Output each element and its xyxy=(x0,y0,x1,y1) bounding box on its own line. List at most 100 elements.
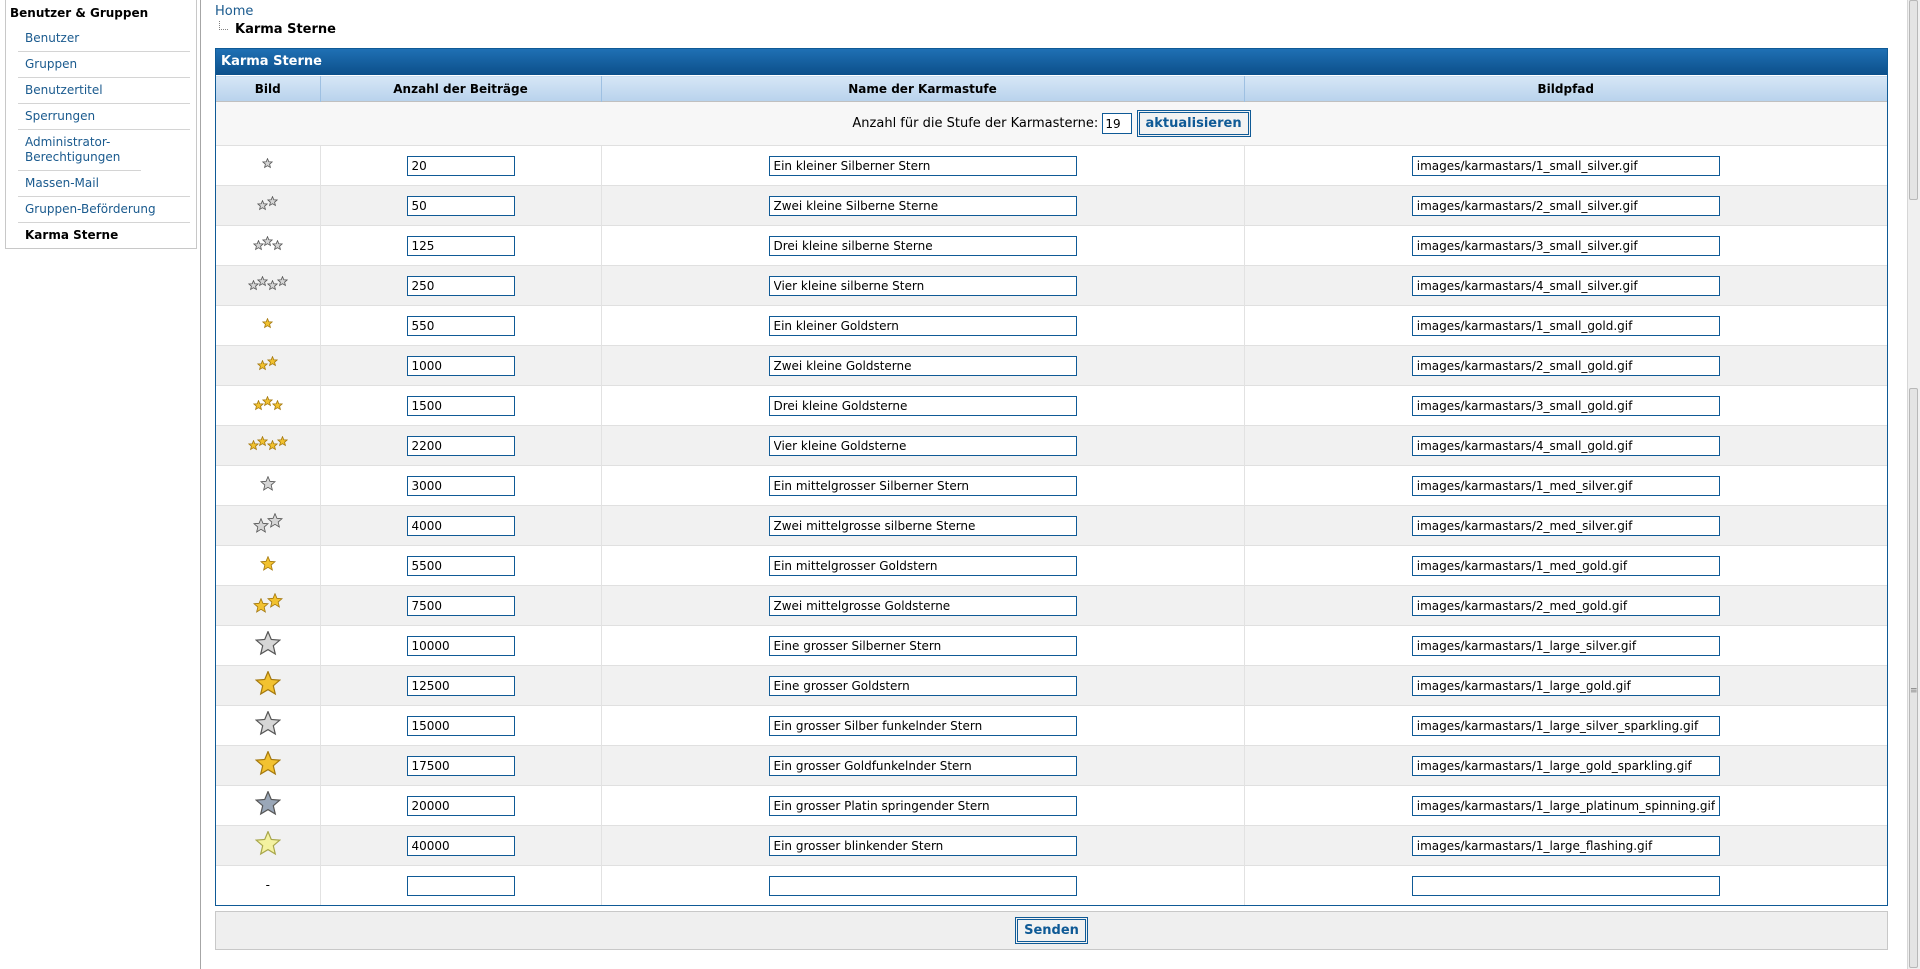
image-path-input[interactable] xyxy=(1411,835,1720,856)
stage-count-input[interactable] xyxy=(1102,113,1133,134)
post-count-input[interactable] xyxy=(406,435,515,456)
level-name-input[interactable] xyxy=(768,675,1077,696)
image-path-input[interactable] xyxy=(1411,715,1720,736)
image-path-input[interactable] xyxy=(1411,475,1720,496)
submit-bar: Senden xyxy=(215,911,1888,950)
sidebar-item-gruppen-befoerderung[interactable]: Gruppen-Beförderung xyxy=(18,197,190,223)
breadcrumb-home-link[interactable]: Home xyxy=(215,4,254,19)
image-path-input[interactable] xyxy=(1411,675,1720,696)
post-count-input[interactable] xyxy=(406,355,515,376)
post-count-input[interactable] xyxy=(406,155,515,176)
column-header-bild: Bild xyxy=(216,75,320,102)
level-name-input[interactable] xyxy=(768,395,1077,416)
tree-connector-icon xyxy=(219,21,228,30)
level-name-input[interactable] xyxy=(768,315,1077,336)
sidebar-item-benutzer[interactable]: Benutzer xyxy=(18,26,190,52)
image-path-input[interactable] xyxy=(1411,555,1720,576)
level-name-cell xyxy=(600,185,1244,226)
image-path-input[interactable] xyxy=(1411,315,1720,336)
level-name-input[interactable] xyxy=(768,795,1077,816)
level-name-input[interactable] xyxy=(768,635,1077,656)
image-path-input[interactable] xyxy=(1411,235,1720,256)
level-name-input[interactable] xyxy=(768,755,1077,776)
image-path-input[interactable] xyxy=(1411,755,1720,776)
star-image-cell xyxy=(216,225,320,266)
karma-star-icon xyxy=(259,475,276,492)
scrollbar-track-upper xyxy=(1909,0,1918,200)
new-image-path-input[interactable] xyxy=(1411,875,1720,896)
vertical-scrollbar[interactable]: ≡ xyxy=(1907,0,1920,969)
sidebar-item-massen-mail[interactable]: Massen-Mail xyxy=(18,171,190,197)
image-path-input[interactable] xyxy=(1411,635,1720,656)
level-name-input[interactable] xyxy=(768,155,1077,176)
level-name-cell xyxy=(600,505,1244,546)
karma-star-icon xyxy=(252,512,283,535)
karma-star-icon xyxy=(247,436,288,451)
sidebar-item-karma-sterne[interactable]: Karma Sterne xyxy=(25,228,119,242)
update-button[interactable]: aktualisieren xyxy=(1136,110,1251,137)
level-name-input[interactable] xyxy=(768,355,1077,376)
submit-button[interactable]: Senden xyxy=(1015,917,1088,944)
post-count-input[interactable] xyxy=(406,315,515,336)
level-name-cell xyxy=(600,225,1244,266)
star-image-cell xyxy=(216,305,320,346)
post-count-cell xyxy=(319,545,601,586)
image-path-cell xyxy=(1243,345,1887,386)
table-row xyxy=(216,705,1887,746)
image-path-input[interactable] xyxy=(1411,515,1720,536)
level-name-input[interactable] xyxy=(768,835,1077,856)
new-level-name-input[interactable] xyxy=(768,875,1077,896)
image-path-input[interactable] xyxy=(1411,595,1720,616)
image-path-input[interactable] xyxy=(1411,195,1720,216)
image-path-input[interactable] xyxy=(1411,155,1720,176)
post-count-input[interactable] xyxy=(406,835,515,856)
post-count-input[interactable] xyxy=(406,675,515,696)
image-path-cell xyxy=(1243,505,1887,546)
post-count-input[interactable] xyxy=(406,715,515,736)
post-count-input[interactable] xyxy=(406,555,515,576)
level-name-input[interactable] xyxy=(768,515,1077,536)
new-entry-row: - xyxy=(216,865,1887,905)
level-name-input[interactable] xyxy=(768,435,1077,456)
post-count-cell xyxy=(319,745,601,786)
level-name-input[interactable] xyxy=(768,235,1077,256)
post-count-input[interactable] xyxy=(406,515,515,536)
new-entry-image-cell: - xyxy=(216,865,320,905)
scrollbar-thumb[interactable] xyxy=(1909,388,1918,968)
level-name-cell xyxy=(600,345,1244,386)
post-count-input[interactable] xyxy=(406,475,515,496)
image-path-input[interactable] xyxy=(1411,395,1720,416)
new-entry-cell xyxy=(319,865,601,905)
new-post-count-input[interactable] xyxy=(406,875,515,896)
sidebar-item-benutzertitel[interactable]: Benutzertitel xyxy=(18,78,190,104)
post-count-input[interactable] xyxy=(406,195,515,216)
image-path-input[interactable] xyxy=(1411,355,1720,376)
level-name-input[interactable] xyxy=(768,275,1077,296)
table-row xyxy=(216,505,1887,546)
level-name-input[interactable] xyxy=(768,555,1077,576)
post-count-input[interactable] xyxy=(406,595,515,616)
sidebar-item-sperrungen[interactable]: Sperrungen xyxy=(18,104,190,130)
level-name-input[interactable] xyxy=(768,715,1077,736)
post-count-cell xyxy=(319,425,601,466)
post-count-cell xyxy=(319,625,601,666)
level-name-input[interactable] xyxy=(768,595,1077,616)
level-name-cell xyxy=(600,385,1244,426)
level-name-input[interactable] xyxy=(768,195,1077,216)
image-path-input[interactable] xyxy=(1411,435,1720,456)
post-count-input[interactable] xyxy=(406,395,515,416)
table-row xyxy=(216,665,1887,706)
post-count-input[interactable] xyxy=(406,795,515,816)
new-entry-cell xyxy=(1243,865,1887,905)
post-count-input[interactable] xyxy=(406,755,515,776)
post-count-input[interactable] xyxy=(406,275,515,296)
sidebar-item-admin-berechtigungen[interactable]: Administrator-Berechtigungen xyxy=(18,130,141,171)
post-count-input[interactable] xyxy=(406,635,515,656)
sidebar-item-gruppen[interactable]: Gruppen xyxy=(18,52,190,78)
image-path-cell xyxy=(1243,545,1887,586)
image-path-input[interactable] xyxy=(1411,795,1720,816)
post-count-input[interactable] xyxy=(406,235,515,256)
level-name-input[interactable] xyxy=(768,475,1077,496)
image-path-cell xyxy=(1243,265,1887,306)
image-path-input[interactable] xyxy=(1411,275,1720,296)
